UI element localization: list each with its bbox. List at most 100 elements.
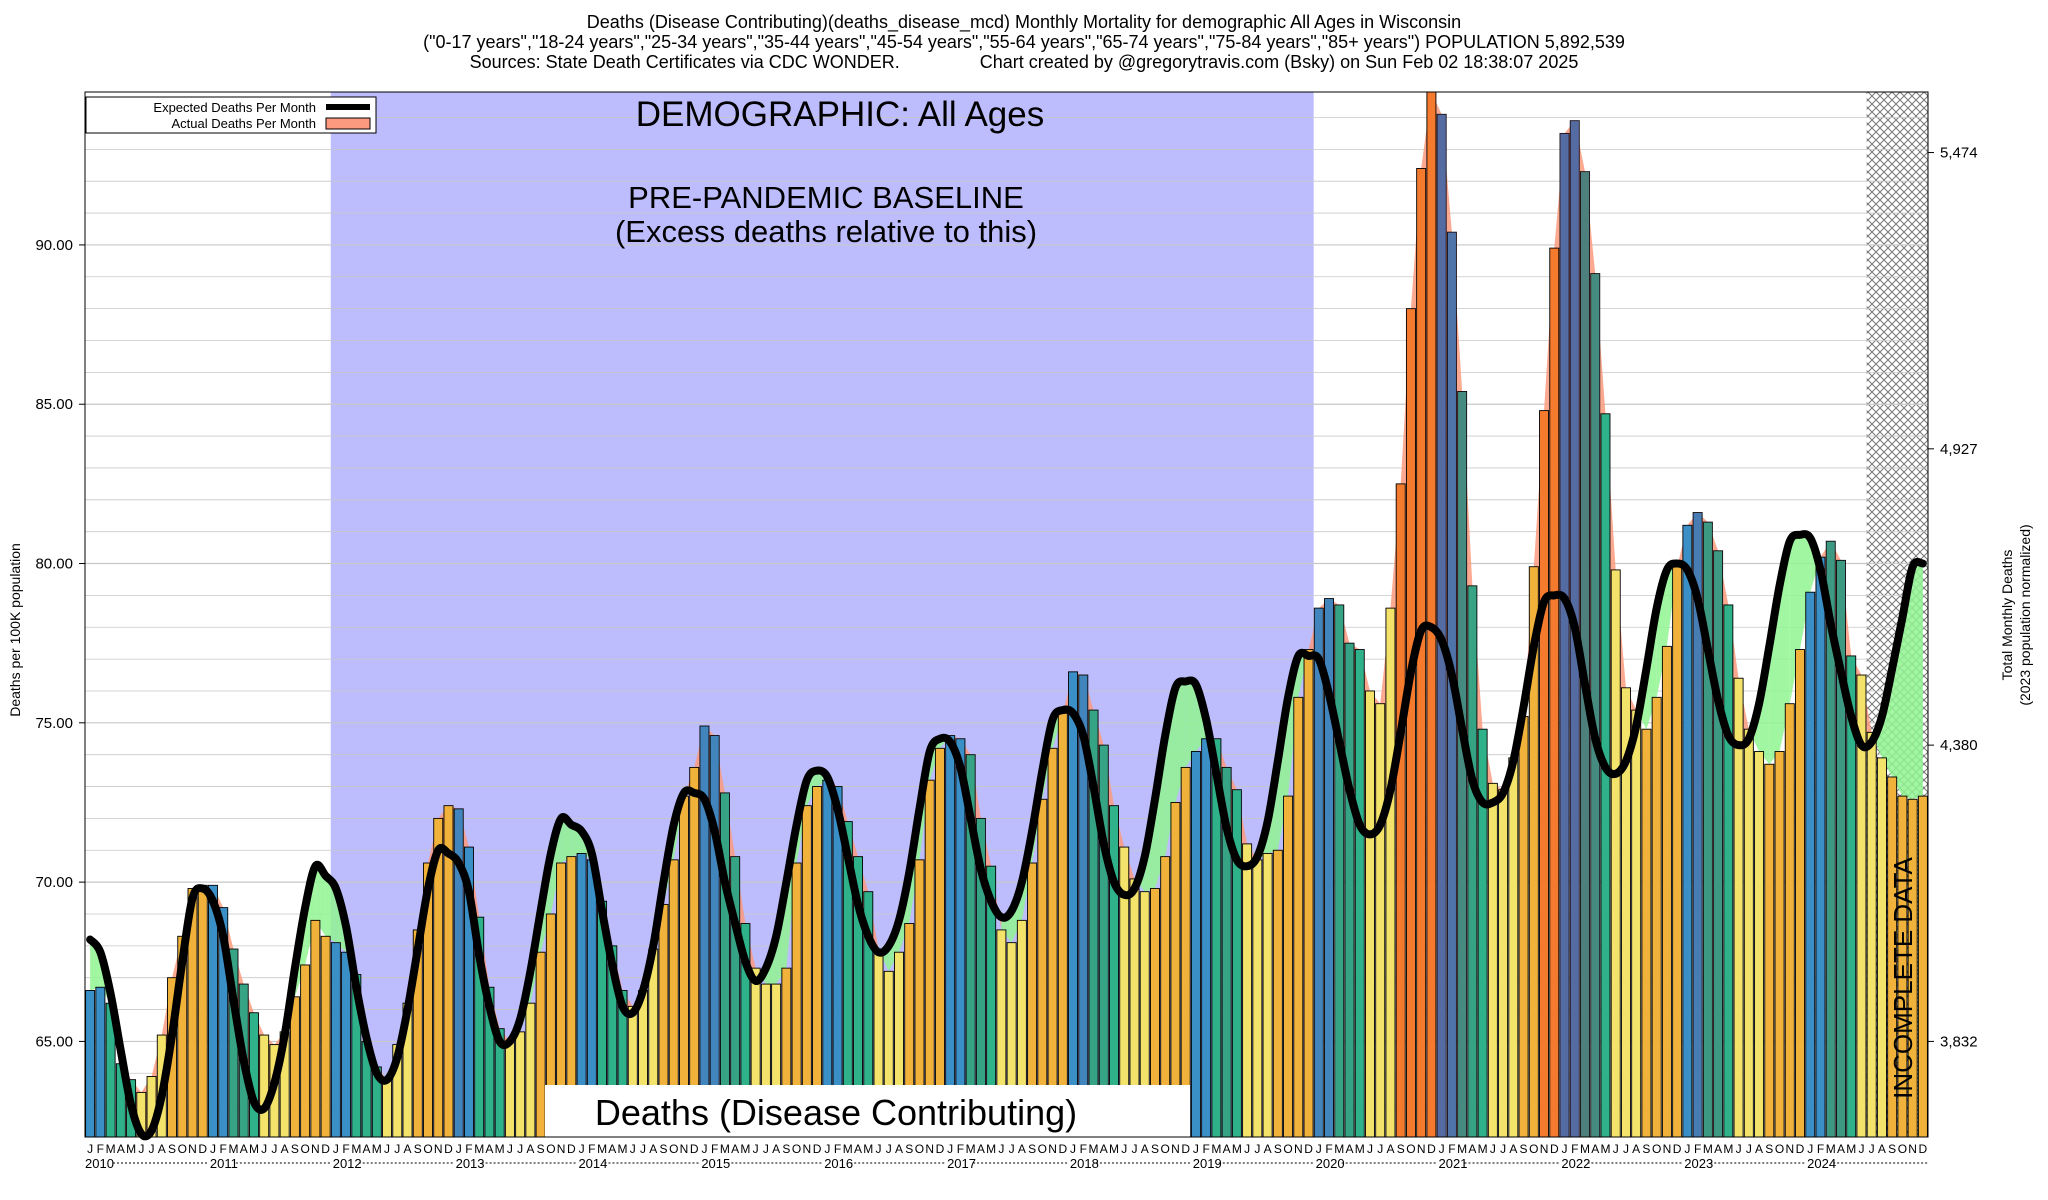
x-tick-month: F xyxy=(1080,1142,1087,1156)
x-tick-month: N xyxy=(1908,1142,1917,1156)
x-tick-month: A xyxy=(117,1142,125,1156)
x-tick-month: S xyxy=(168,1142,176,1156)
x-tick-month: J xyxy=(384,1142,390,1156)
x-tick-year: 2018 xyxy=(1070,1156,1099,1171)
x-tick-month: A xyxy=(772,1142,780,1156)
x-tick-month: F xyxy=(1571,1142,1578,1156)
y-tick-label-right: 3,832 xyxy=(1940,1033,1978,1050)
x-tick-month: A xyxy=(281,1142,289,1156)
x-tick-month: N xyxy=(1171,1142,1180,1156)
excess-tint xyxy=(966,754,976,1137)
x-tick-month: D xyxy=(198,1142,207,1156)
x-tick-month: J xyxy=(1869,1142,1875,1156)
x-tick-month: J xyxy=(261,1142,267,1156)
actual-bar xyxy=(1549,247,1560,1138)
x-tick-month: D xyxy=(1181,1142,1190,1156)
excess-area xyxy=(376,1066,388,1080)
x-tick-month: M xyxy=(106,1142,116,1156)
excess-tint xyxy=(1314,608,1324,1137)
x-tick-month: N xyxy=(1785,1142,1794,1156)
x-tick-month: J xyxy=(824,1142,830,1156)
x-tick-year: 2016 xyxy=(824,1156,853,1171)
actual-bar xyxy=(822,779,833,1138)
deficit-area xyxy=(817,770,828,787)
x-tick-month: N xyxy=(680,1142,689,1156)
x-tick-month: J xyxy=(456,1142,462,1156)
x-tick-year: 2021 xyxy=(1439,1156,1468,1171)
x-tick-month: M xyxy=(597,1142,607,1156)
plot-background xyxy=(330,92,1928,1137)
actual-bar xyxy=(1651,696,1662,1138)
actual-bar xyxy=(1262,852,1273,1138)
x-tick-month: F xyxy=(342,1142,349,1156)
x-tick-month: S xyxy=(1888,1142,1896,1156)
x-tick-month: A xyxy=(1755,1142,1763,1156)
x-tick-month: J xyxy=(1500,1142,1506,1156)
legend-expected-label: Expected Deaths Per Month xyxy=(153,100,316,115)
x-tick-month: O xyxy=(546,1142,555,1156)
bottom-label: Deaths (Disease Contributing) xyxy=(595,1092,1077,1133)
x-tick-month: O xyxy=(669,1142,678,1156)
y-axis-label-right-1: Total Monthly Deaths xyxy=(1999,550,2015,681)
x-tick-month: A xyxy=(1632,1142,1640,1156)
x-tick-month: F xyxy=(834,1142,841,1156)
x-tick-month: A xyxy=(1509,1142,1517,1156)
x-tick-month: D xyxy=(1058,1142,1067,1156)
x-tick-month: F xyxy=(1817,1142,1824,1156)
x-tick-month: O xyxy=(178,1142,187,1156)
x-tick-month: O xyxy=(1161,1142,1170,1156)
excess-tint xyxy=(1713,550,1723,1137)
x-tick-month: F xyxy=(97,1142,104,1156)
x-tick-month: M xyxy=(1723,1142,1733,1156)
excess-tint xyxy=(454,808,464,1137)
chart-header: Deaths (Disease Contributing)(deaths_dis… xyxy=(0,12,2048,72)
x-tick-month: N xyxy=(1294,1142,1303,1156)
excess-tint xyxy=(1078,675,1088,1137)
excess-tint xyxy=(1457,391,1467,1138)
x-tick-month: M xyxy=(966,1142,976,1156)
x-tick-year: 2023 xyxy=(1684,1156,1713,1171)
x-tick-month: D xyxy=(567,1142,576,1156)
actual-bar xyxy=(924,779,935,1138)
legend: Expected Deaths Per Month Actual Deaths … xyxy=(85,96,377,134)
excess-tint xyxy=(1590,273,1600,1138)
x-tick-month: A xyxy=(1591,1142,1599,1156)
x-tick-month: M xyxy=(986,1142,996,1156)
x-tick-month: J xyxy=(1070,1142,1076,1156)
excess-tint xyxy=(720,792,730,1137)
deficit-area xyxy=(1298,649,1309,698)
x-tick-month: F xyxy=(588,1142,595,1156)
actual-bar xyxy=(1283,795,1294,1138)
x-tick-month: A xyxy=(731,1142,739,1156)
x-tick-month: A xyxy=(526,1142,534,1156)
x-tick-month: A xyxy=(649,1142,657,1156)
actual-bar xyxy=(1180,766,1191,1138)
actual-bar xyxy=(945,735,956,1138)
bottom-label-box xyxy=(545,1085,1190,1137)
actual-bar xyxy=(1242,843,1253,1138)
x-tick-month: N xyxy=(925,1142,934,1156)
x-tick-month: M xyxy=(1478,1142,1488,1156)
y-tick-label-right: 4,927 xyxy=(1940,441,1978,458)
x-tick-year: 2013 xyxy=(456,1156,485,1171)
x-tick-month: D xyxy=(1550,1142,1559,1156)
x-tick-month: F xyxy=(220,1142,227,1156)
x-tick-month: F xyxy=(1325,1142,1332,1156)
x-tick-month: D xyxy=(1427,1142,1436,1156)
x-tick-month: J xyxy=(1121,1142,1127,1156)
actual-bar xyxy=(1631,709,1642,1138)
y-tick-label-right: 5,474 xyxy=(1940,145,1978,162)
deficit-area xyxy=(561,818,572,864)
y-tick-label-left: 75.00 xyxy=(35,715,73,732)
actual-bar xyxy=(1641,728,1652,1138)
x-tick-month: J xyxy=(998,1142,1004,1156)
x-tick-month: A xyxy=(1386,1142,1394,1156)
x-tick-month: M xyxy=(249,1142,259,1156)
x-tick-month: J xyxy=(947,1142,953,1156)
actual-bar xyxy=(1723,604,1734,1138)
x-tick-month: M xyxy=(1109,1142,1119,1156)
deficit-area xyxy=(1800,534,1811,650)
x-tick-month: M xyxy=(618,1142,628,1156)
actual-bar xyxy=(504,1040,515,1138)
actual-bar xyxy=(95,986,106,1138)
